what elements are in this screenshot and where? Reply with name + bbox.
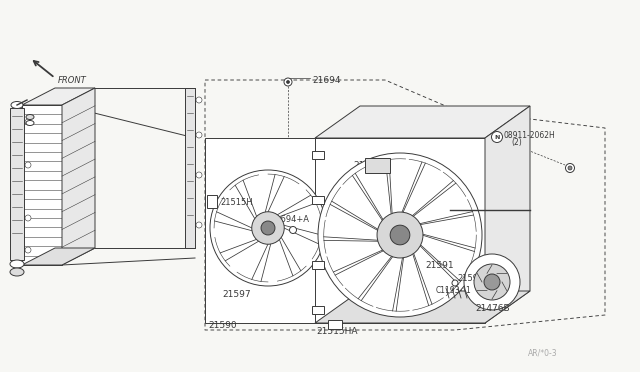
- Text: 21590: 21590: [208, 321, 237, 330]
- Circle shape: [25, 247, 31, 253]
- Ellipse shape: [11, 102, 23, 109]
- Polygon shape: [315, 291, 530, 323]
- Circle shape: [566, 164, 575, 173]
- Polygon shape: [22, 248, 95, 265]
- Circle shape: [377, 212, 423, 258]
- Circle shape: [25, 162, 31, 168]
- Polygon shape: [485, 106, 530, 323]
- Bar: [312, 261, 324, 269]
- Circle shape: [25, 119, 31, 125]
- Circle shape: [464, 254, 520, 310]
- Circle shape: [492, 131, 502, 142]
- Circle shape: [474, 264, 510, 300]
- Circle shape: [287, 80, 289, 83]
- Ellipse shape: [10, 260, 24, 268]
- Polygon shape: [315, 138, 485, 323]
- Text: 21694+A: 21694+A: [270, 215, 309, 224]
- Text: 21597: 21597: [222, 290, 251, 299]
- Circle shape: [196, 132, 202, 138]
- Text: 21599N: 21599N: [353, 161, 388, 170]
- Text: 21515H: 21515H: [220, 198, 253, 207]
- Circle shape: [284, 78, 292, 86]
- Text: 08911-2062H: 08911-2062H: [504, 131, 556, 140]
- Text: AR/*0-3: AR/*0-3: [528, 349, 557, 358]
- Circle shape: [261, 221, 275, 235]
- Ellipse shape: [10, 268, 24, 276]
- Bar: [205, 138, 330, 323]
- Text: FRONT: FRONT: [58, 76, 87, 85]
- Text: 21475: 21475: [435, 200, 463, 209]
- Circle shape: [252, 212, 284, 244]
- Circle shape: [390, 225, 410, 245]
- Bar: [185, 88, 195, 248]
- Circle shape: [452, 280, 458, 286]
- Text: 1: 1: [465, 286, 470, 295]
- Text: 21598: 21598: [457, 274, 483, 283]
- Bar: [207, 195, 217, 208]
- Text: 21591: 21591: [425, 261, 454, 270]
- Ellipse shape: [26, 121, 34, 125]
- Circle shape: [318, 153, 482, 317]
- Polygon shape: [22, 88, 95, 105]
- Polygon shape: [22, 105, 62, 265]
- Text: 21515HA: 21515HA: [316, 327, 358, 336]
- Circle shape: [196, 172, 202, 178]
- Bar: [365, 158, 390, 173]
- Polygon shape: [62, 88, 95, 265]
- Ellipse shape: [26, 115, 34, 119]
- Text: 21694: 21694: [312, 76, 340, 84]
- Bar: [10, 108, 24, 260]
- Circle shape: [196, 222, 202, 228]
- Bar: [328, 320, 342, 329]
- Circle shape: [484, 274, 500, 290]
- Bar: [312, 306, 324, 314]
- Text: C1193-: C1193-: [436, 286, 463, 295]
- Polygon shape: [315, 106, 530, 138]
- Bar: [312, 196, 324, 204]
- Text: N: N: [494, 135, 500, 140]
- Text: (2): (2): [511, 138, 522, 147]
- Circle shape: [568, 166, 572, 170]
- Circle shape: [25, 215, 31, 221]
- Bar: [312, 151, 324, 159]
- Circle shape: [210, 170, 326, 286]
- Text: 21476B: 21476B: [475, 304, 509, 313]
- Circle shape: [196, 97, 202, 103]
- Circle shape: [289, 227, 296, 234]
